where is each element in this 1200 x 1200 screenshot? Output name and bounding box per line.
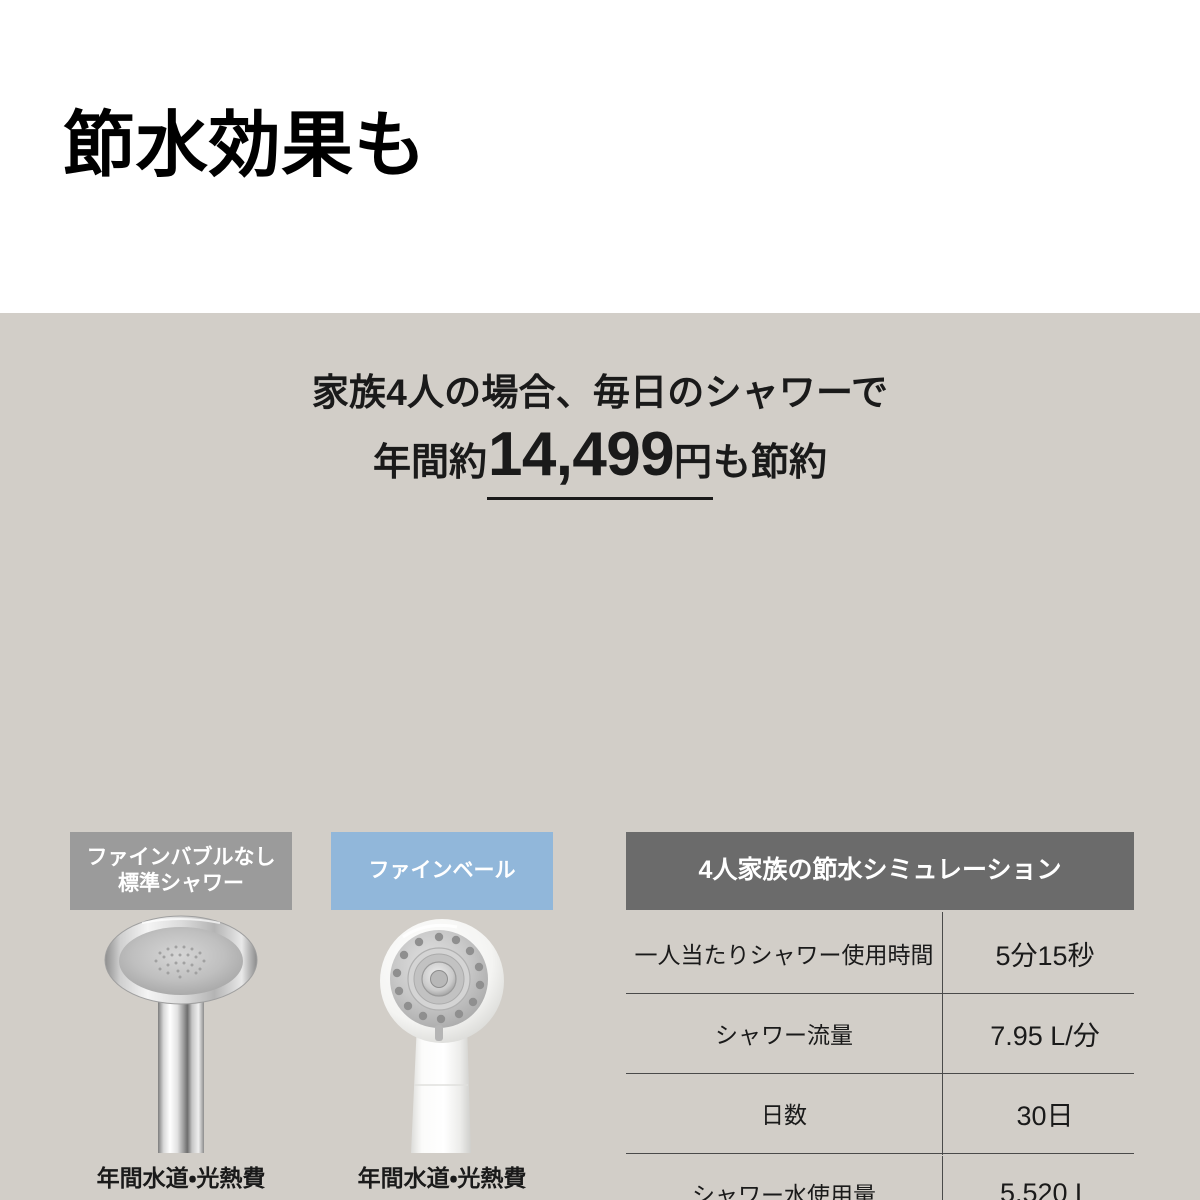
headline-prefix: 年間約 (373, 441, 488, 484)
table-row: 一人当たりシャワー使用時間 5分15秒 (626, 911, 1134, 995)
simulation-table: 一人当たりシャワー使用時間 5分15秒 シャワー流量 7.95 L/分 日数 3… (626, 911, 1134, 1200)
table-cell-value: 5,520 L (942, 1155, 1134, 1200)
simulation-table-header-text: 4人家族の節水シミュレーション (698, 856, 1062, 885)
table-row: シャワー水使用量 5,520 L (626, 1153, 1134, 1200)
page-title: 節水効果も (63, 106, 427, 186)
label-fine-veil: ファインベール (331, 832, 553, 910)
table-cell-key: シャワー流量 (715, 1022, 853, 1048)
chrome-showerhead-icon (104, 915, 258, 1153)
table-cell-key: 日数 (761, 1102, 807, 1128)
price-number-fine-veil: 56,312 (385, 1196, 499, 1200)
simulation-table-header: 4人家族の節水シミュレーション (626, 832, 1134, 910)
table-cell-value: 7.95 L/分 (942, 991, 1134, 1075)
price-label-standard: 年間水道・光熱費 (96, 1165, 266, 1191)
table-row: シャワー流量 7.95 L/分 (626, 991, 1134, 1075)
table-row: 日数 30日 (626, 1071, 1134, 1155)
headline-line-1: 家族4人の場合、毎日のシャワーで (311, 372, 889, 413)
table-cell-key: 一人当たりシャワー使用時間 (634, 942, 934, 968)
white-showerhead-icon (380, 919, 504, 1153)
headline-currency: 円 (673, 441, 712, 484)
product-image-standard-shower (70, 913, 292, 1153)
table-cell-key: シャワー水使用量 (692, 1182, 876, 1200)
label-standard-shower-text: ファインバブルなし 標準シャワー (86, 845, 276, 895)
product-image-fine-veil-shower (331, 913, 553, 1153)
price-caption-fine-veil: 年間水道・光熱費 約56,312円 (331, 1164, 553, 1200)
table-cell-value: 5分15秒 (942, 911, 1134, 995)
headline-suffix: も節約 (712, 441, 827, 484)
price-label-fine-veil: 年間水道・光熱費 (357, 1165, 527, 1191)
headline-line-2: 年間約 14,499 円 も節約 (0, 419, 1200, 500)
headline-block: 家族4人の場合、毎日のシャワーで 年間約 14,499 円 も節約 (0, 372, 1200, 500)
label-standard-shower: ファインバブルなし 標準シャワー (70, 832, 292, 910)
headline-savings-amount: 14,499 (488, 419, 675, 489)
price-value-fine-veil: 約56,312円 (331, 1196, 553, 1200)
table-cell-value: 30日 (942, 1071, 1134, 1155)
price-value-standard: 約70,811円 (70, 1196, 292, 1200)
price-caption-standard: 年間水道・光熱費 約70,811円 (70, 1164, 292, 1200)
price-number-standard: 70,811 (125, 1196, 237, 1200)
headline-amount-underlined: 14,499 円 (487, 419, 713, 500)
main-panel: 家族4人の場合、毎日のシャワーで 年間約 14,499 円 も節約 ファインバブ… (0, 313, 1200, 1200)
header-band: 節水効果も (0, 0, 1200, 313)
label-fine-veil-text: ファインベール (368, 858, 516, 882)
